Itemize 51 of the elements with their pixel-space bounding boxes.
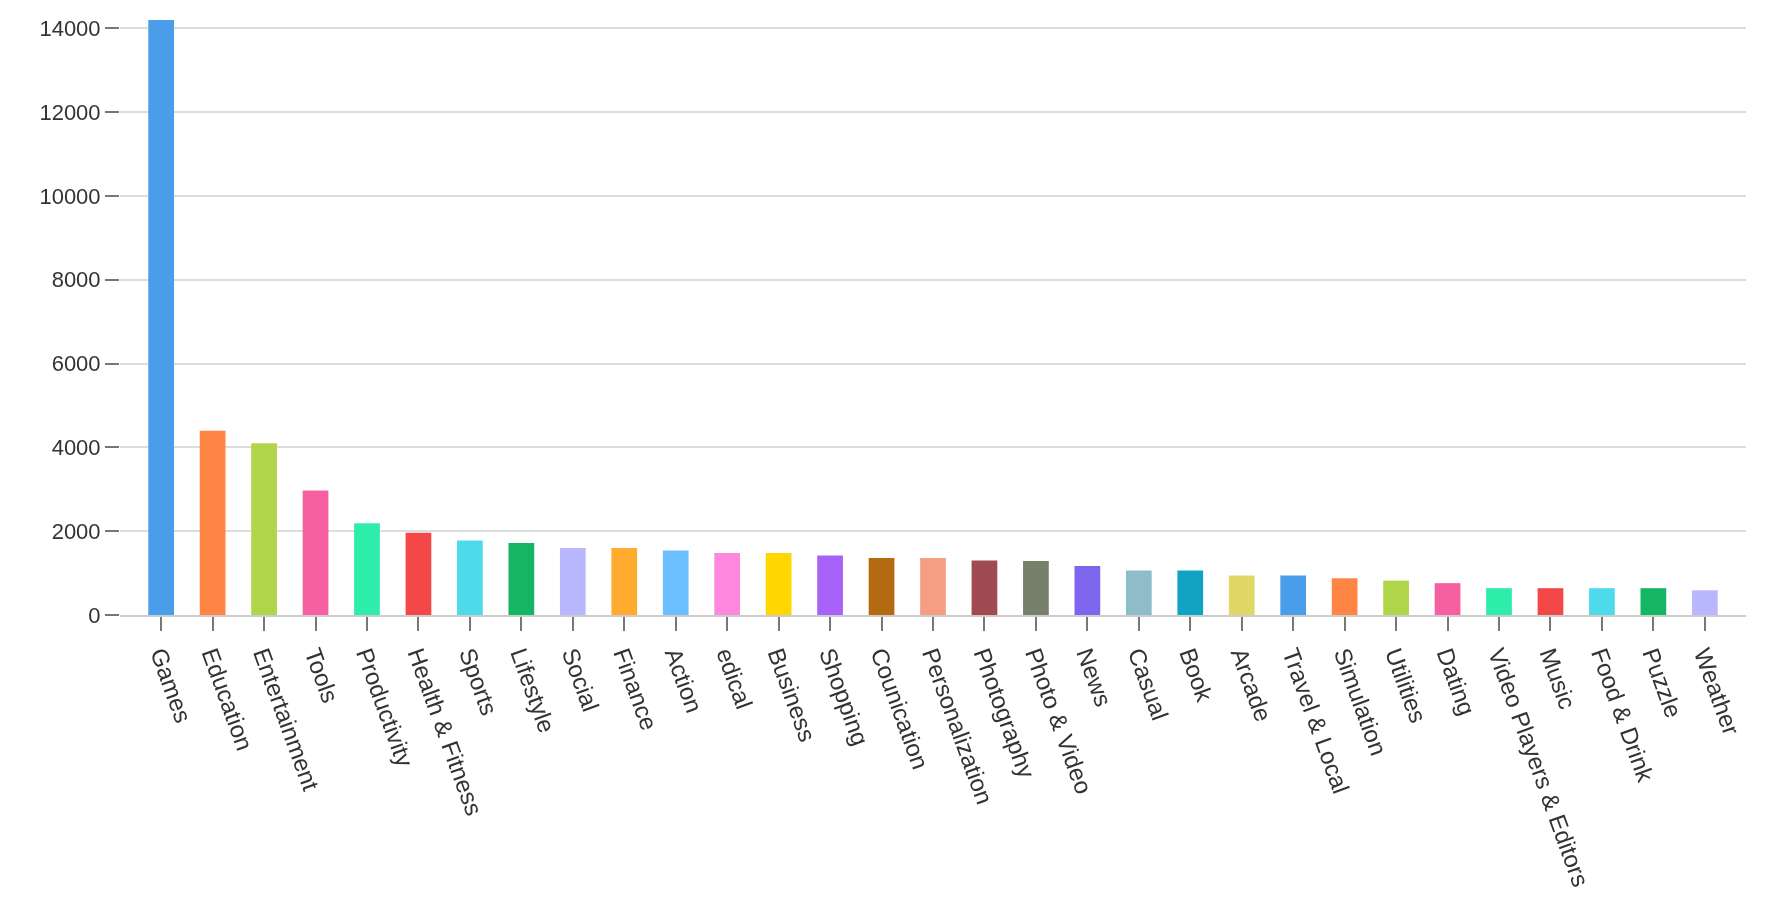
bar [1537,588,1564,615]
bar [251,443,277,615]
bar [302,490,329,615]
x-tick-label: Casual [1122,644,1174,724]
x-tick-label: News [1071,644,1118,711]
bar [817,555,843,615]
x-tick-label: Utilities [1380,644,1432,727]
bar [714,552,741,615]
bar [1589,588,1615,615]
bar [559,547,586,615]
x-tick-label: Music [1534,644,1582,713]
x-tick-label: Book [1174,644,1219,706]
bar [1640,588,1667,615]
bar [1486,588,1512,615]
bar [354,523,380,615]
x-tick-label: Sports [453,644,504,719]
bar [457,540,483,615]
y-tick-label: 12000 [39,99,101,125]
x-tick-label: edical [711,644,759,713]
bar [1023,560,1049,615]
bar [1125,570,1152,615]
bar [920,558,946,615]
y-tick-label: 4000 [51,435,101,461]
bar [199,430,226,615]
x-tick-label: Puzzle [1637,644,1688,722]
bar [405,532,432,615]
bar [611,547,638,615]
y-tick-label: 0 [88,602,101,628]
x-tick-label: Arcade [1225,644,1278,726]
y-tick-label: 14000 [39,16,101,42]
x-tick-label: Games [145,644,198,727]
bar [1228,575,1255,615]
bar [662,550,689,615]
bar [1691,590,1718,615]
bar [868,558,895,615]
x-tick-label: Dating [1431,644,1481,719]
y-tick-label: 2000 [51,518,101,544]
bar [1177,570,1204,615]
bar [971,560,998,615]
bar [1383,580,1409,615]
y-tick-label: 10000 [39,183,101,209]
bar [508,542,535,615]
bar [1331,578,1358,615]
bar [1280,575,1307,615]
bar [1074,565,1101,615]
bar [148,20,175,615]
bar [1434,583,1461,615]
y-tick-label: 8000 [51,267,101,293]
x-tick-label: Social [556,644,605,716]
bar [765,552,792,615]
y-tick-label: 6000 [51,351,101,377]
